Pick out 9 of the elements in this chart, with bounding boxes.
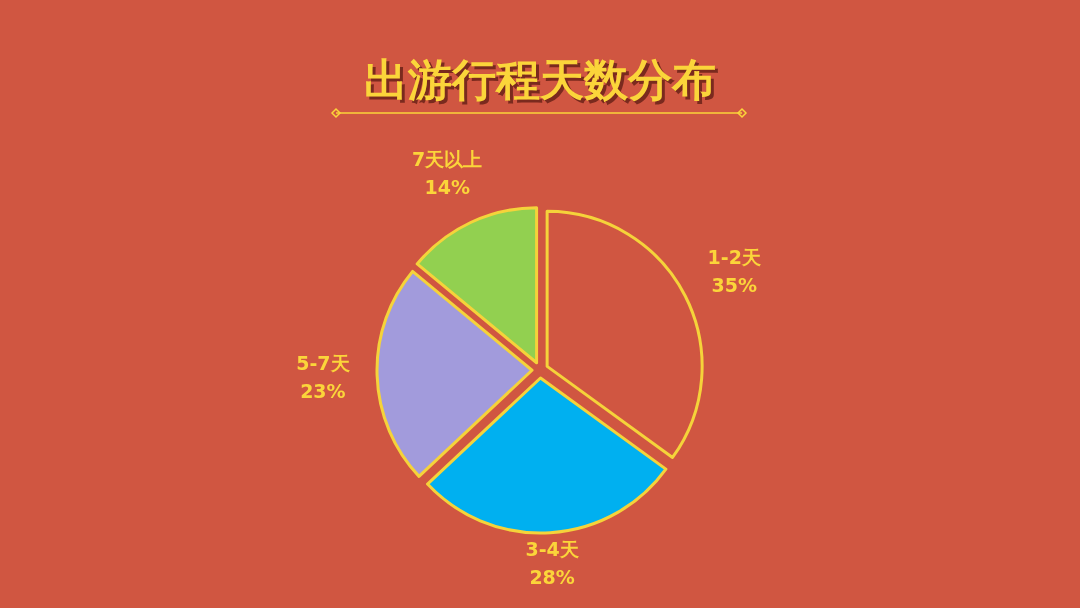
slice-label: 1-2天 bbox=[707, 246, 761, 269]
slice-label: 3-4天 bbox=[525, 537, 579, 560]
data-label: 23% bbox=[300, 379, 346, 402]
title: 出游行程天数分布 bbox=[364, 54, 716, 105]
slice-label: 5-7天 bbox=[296, 351, 350, 374]
slice-label: 7天以上 bbox=[412, 147, 483, 170]
data-label: 28% bbox=[529, 565, 575, 588]
data-label: 35% bbox=[711, 274, 757, 297]
data-label: 14% bbox=[424, 175, 470, 198]
